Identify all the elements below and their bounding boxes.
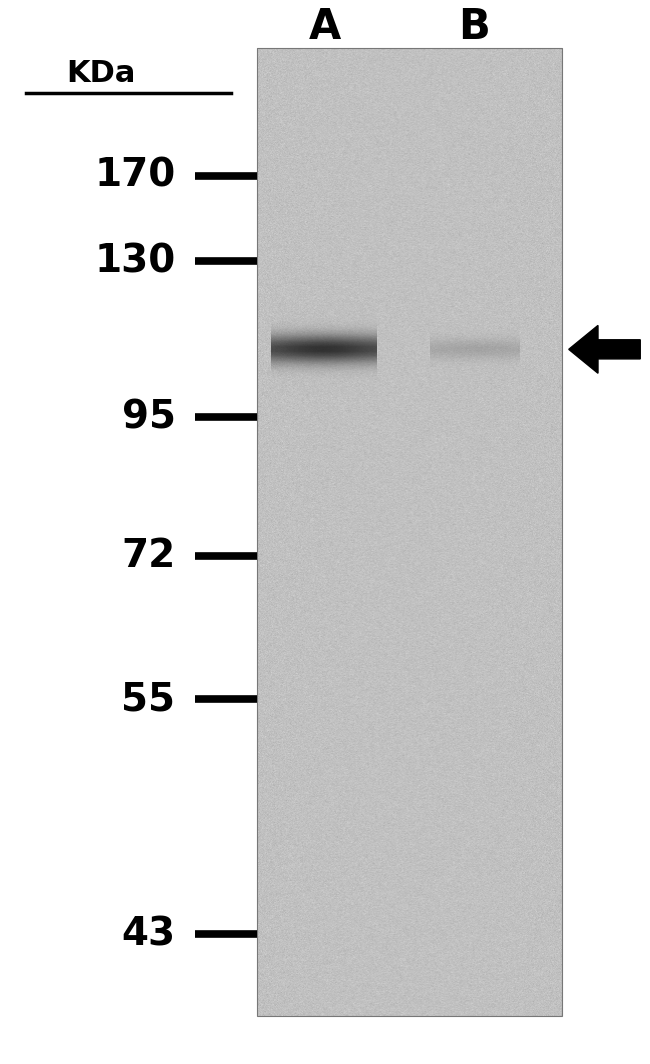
Text: A: A bbox=[309, 6, 341, 48]
Text: KDa: KDa bbox=[66, 59, 135, 87]
Text: 95: 95 bbox=[122, 398, 176, 436]
FancyArrow shape bbox=[569, 326, 640, 373]
Text: B: B bbox=[459, 6, 490, 48]
Text: 43: 43 bbox=[122, 915, 176, 953]
Text: 170: 170 bbox=[94, 157, 176, 195]
Text: 55: 55 bbox=[122, 680, 176, 718]
Bar bbox=[257, 48, 562, 1016]
Text: 72: 72 bbox=[122, 536, 176, 575]
Text: 130: 130 bbox=[94, 243, 176, 280]
